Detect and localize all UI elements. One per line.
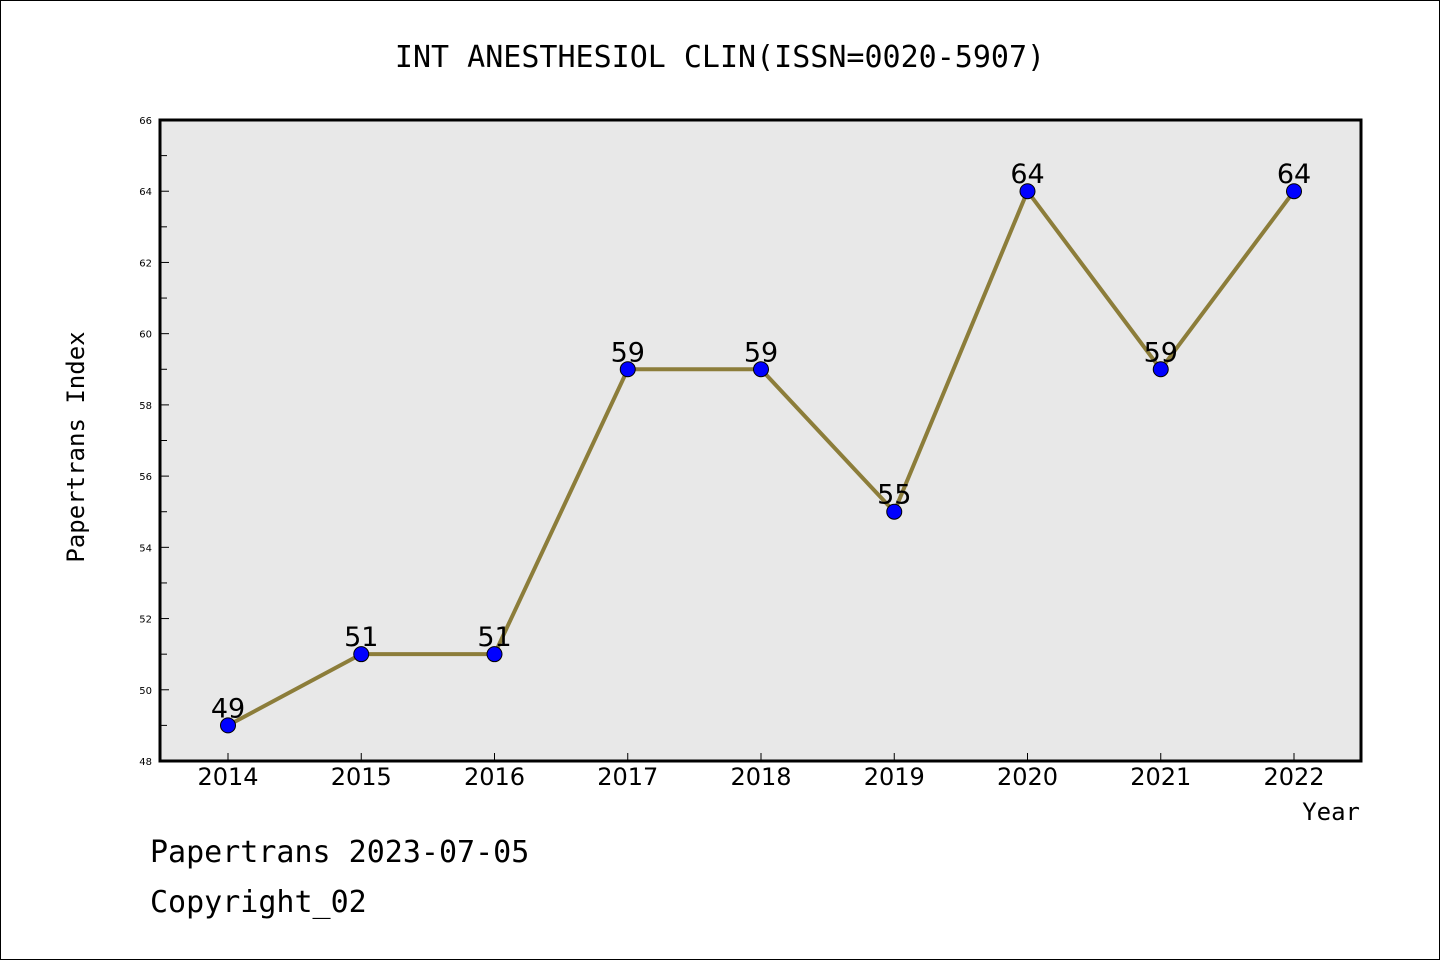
x-tick-label: 2021 (1130, 763, 1191, 791)
x-axis: 2014 2015 2016 2017 2018 2019 2020 2021 2022 (197, 753, 1325, 791)
footer-date: Papertrans 2023-07-05 (150, 835, 530, 870)
data-label: 55 (877, 480, 911, 511)
y-tick-label: 62 (139, 258, 152, 269)
data-label: 64 (1010, 159, 1044, 190)
y-tick-label: 64 (139, 187, 152, 198)
data-point (353, 646, 370, 663)
x-axis-label: Year (1302, 798, 1360, 826)
data-label: 59 (744, 337, 778, 368)
data-label: 64 (1277, 159, 1311, 190)
x-tick-label: 2020 (997, 763, 1058, 791)
x-tick-label: 2022 (1263, 763, 1324, 791)
x-tick-label: 2015 (331, 763, 392, 791)
y-tick-label: 66 (139, 116, 152, 127)
data-point (619, 361, 636, 378)
data-label: 59 (1144, 337, 1178, 368)
data-point (1019, 183, 1036, 200)
y-axis: 48 50 52 54 56 58 60 62 64 66 (139, 116, 169, 768)
y-tick-label: 50 (139, 686, 152, 697)
data-label: 49 (211, 693, 245, 724)
y-tick-label: 48 (139, 757, 152, 768)
x-tick-label: 2017 (597, 763, 658, 791)
data-point (220, 717, 236, 734)
x-tick-label: 2019 (864, 763, 925, 791)
data-point (1286, 183, 1302, 200)
data-label: 51 (344, 622, 378, 653)
y-tick-label: 58 (139, 401, 152, 412)
y-tick-label: 52 (139, 615, 152, 626)
x-tick-label: 2018 (730, 763, 791, 791)
footer-copyright: Copyright_02 (150, 885, 367, 920)
chart-title: INT ANESTHESIOL CLIN(ISSN=0020-5907) (395, 40, 1045, 75)
data-label: 51 (477, 622, 511, 653)
data-label: 59 (611, 337, 645, 368)
data-point (886, 503, 903, 520)
y-tick-label: 54 (139, 543, 152, 554)
data-point (1152, 361, 1169, 378)
data-point (753, 361, 769, 378)
data-point (486, 646, 503, 663)
x-tick-label: 2014 (197, 763, 258, 791)
series-line-group: 49 51 51 59 59 55 64 59 64 (211, 159, 1311, 734)
y-tick-label: 60 (139, 330, 152, 341)
y-axis-label: Papertrans Index (62, 331, 90, 562)
y-tick-label: 56 (139, 472, 152, 483)
x-tick-label: 2016 (464, 763, 525, 791)
